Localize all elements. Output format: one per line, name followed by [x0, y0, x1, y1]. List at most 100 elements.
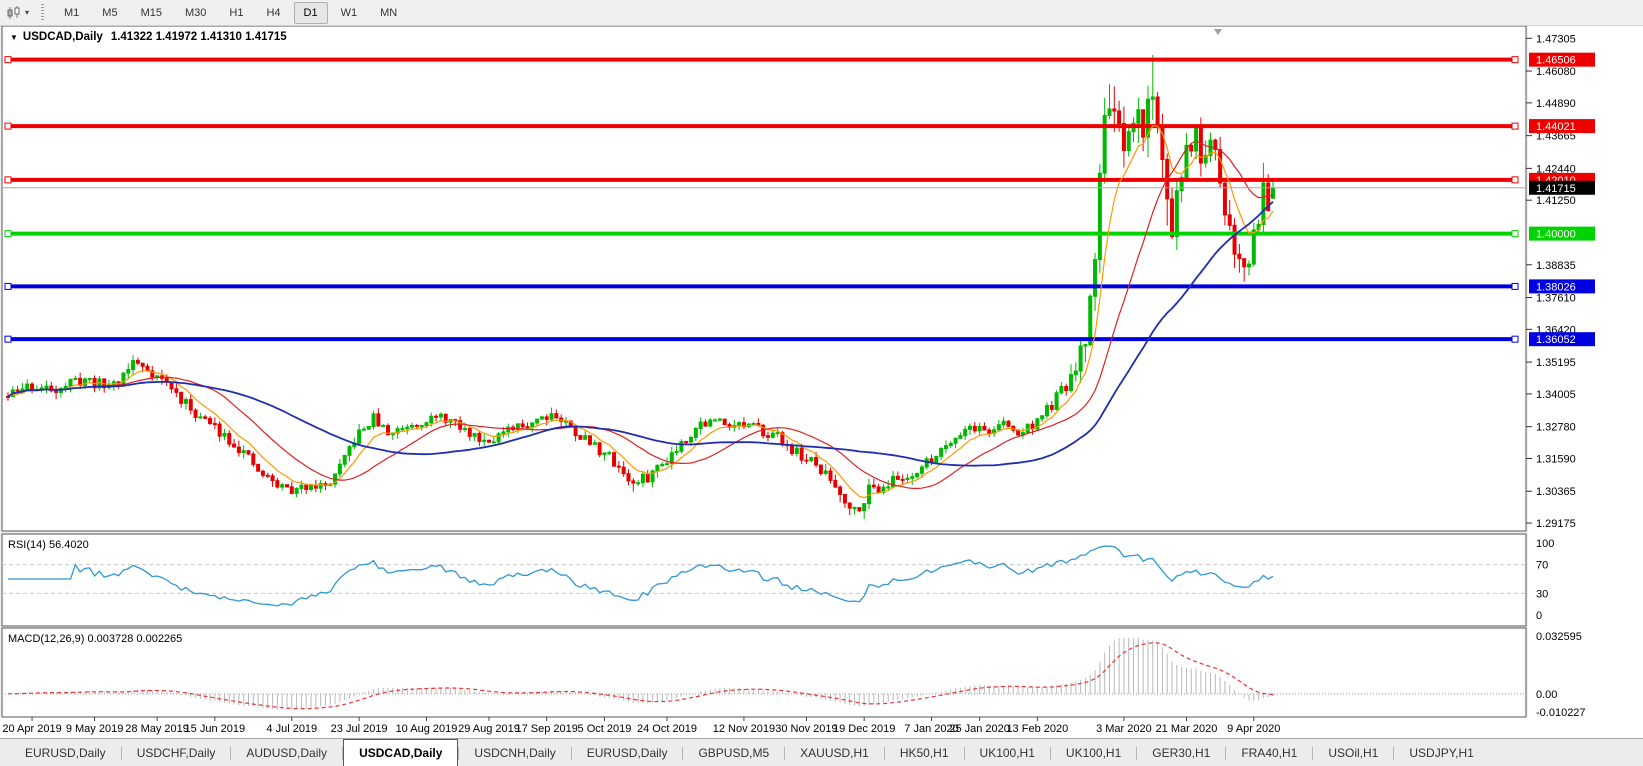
candle	[438, 413, 443, 418]
level-handle[interactable]	[4, 230, 12, 238]
chart-tab-uk100-h1[interactable]: UK100,H1	[979, 746, 1035, 760]
candle	[1064, 386, 1069, 392]
candle	[366, 426, 371, 430]
candle	[381, 425, 386, 428]
candle	[188, 399, 193, 411]
timeframe-button-m15[interactable]: M15	[131, 2, 172, 24]
level-handle[interactable]	[4, 122, 12, 130]
tab-separator	[230, 746, 232, 760]
candle	[640, 473, 645, 484]
candle	[203, 416, 208, 419]
level-handle[interactable]	[1511, 176, 1519, 184]
candle	[208, 417, 213, 425]
candle	[496, 433, 501, 443]
level-handle[interactable]	[1511, 230, 1519, 238]
candle	[1006, 420, 1011, 427]
candle	[1141, 109, 1146, 138]
candle	[833, 479, 838, 488]
candle	[1150, 96, 1155, 100]
level-handle[interactable]	[1511, 282, 1519, 290]
chart-tab-ger30-h1[interactable]: GER30,H1	[1152, 746, 1211, 760]
candle	[491, 441, 496, 444]
candle	[337, 463, 342, 475]
candle	[987, 429, 992, 434]
candle	[1016, 429, 1021, 436]
price-axis[interactable]: 1.47305 1.46080 1.44890 1.43665 1.42440 1.412…	[1526, 33, 1576, 530]
level-handle[interactable]	[1511, 122, 1519, 130]
candle	[400, 428, 405, 431]
level-handle[interactable]	[4, 282, 12, 290]
date-tick-label: 19 Dec 2019	[833, 723, 895, 735]
candle	[895, 475, 900, 480]
candle	[765, 435, 770, 438]
chart-tab-uk100-h1[interactable]: UK100,H1	[1065, 746, 1122, 760]
candle	[44, 385, 49, 389]
candle	[862, 503, 867, 512]
level-handle[interactable]	[4, 56, 12, 64]
chart-tab-audusd-daily[interactable]: AUDUSD,Daily	[246, 746, 328, 760]
level-handle[interactable]	[4, 335, 12, 343]
candle	[1044, 405, 1049, 417]
candle	[900, 478, 905, 481]
timeframe-button-m1[interactable]: M1	[54, 2, 89, 24]
candle	[54, 390, 59, 393]
candle	[361, 428, 366, 431]
chart-tab-usdjpy-h1[interactable]: USDJPY,H1	[1409, 746, 1474, 760]
chart-tab-eurusd-daily[interactable]: EURUSD,Daily	[586, 746, 668, 760]
chart-tab-usdcnh-daily[interactable]: USDCNH,Daily	[474, 746, 556, 760]
candle	[886, 486, 891, 489]
tab-separator	[1049, 746, 1051, 760]
dropdown-caret-icon: ▾	[25, 8, 30, 17]
timeframe-button-w1[interactable]: W1	[331, 2, 368, 24]
timeframe-button-m30[interactable]: M30	[175, 2, 216, 24]
level-handle[interactable]	[1511, 335, 1519, 343]
candle	[1001, 420, 1006, 426]
candle	[217, 423, 222, 437]
candle	[265, 474, 270, 477]
candle	[472, 432, 477, 437]
candle	[1117, 110, 1122, 125]
candle	[737, 422, 742, 427]
timeframe-button-d1[interactable]: D1	[293, 1, 328, 24]
timeframe-button-h1[interactable]: H1	[219, 2, 253, 24]
candle	[241, 450, 246, 454]
timeframe-button-m5[interactable]: M5	[92, 2, 127, 24]
candle	[804, 459, 809, 462]
candle	[458, 420, 463, 430]
chart-tab-fra40-h1[interactable]: FRA40,H1	[1241, 746, 1298, 760]
candle	[174, 388, 179, 393]
candle	[169, 381, 174, 390]
current-price	[2, 29, 1526, 189]
level-handle[interactable]	[1511, 56, 1519, 64]
date-tick-label: 3 Mar 2020	[1096, 723, 1152, 735]
candle	[443, 413, 448, 423]
level-handle[interactable]	[4, 176, 12, 184]
chart-tab-gbpusd-m5[interactable]: GBPUSD,M5	[698, 746, 770, 760]
timeframe-button-h4[interactable]: H4	[256, 2, 290, 24]
chart-tab-usdchf-daily[interactable]: USDCHF,Daily	[136, 746, 216, 760]
chart-tab-eurusd-daily[interactable]: EURUSD,Daily	[25, 746, 106, 760]
chart-tab-usoil-h1[interactable]: USOil,H1	[1328, 746, 1379, 760]
candle	[972, 425, 977, 432]
tab-separator	[1312, 746, 1314, 760]
candle	[717, 418, 722, 421]
candle	[477, 432, 482, 442]
toolbar-grip[interactable]	[41, 3, 45, 22]
date-tick-label: 12 Nov 2019	[713, 723, 775, 735]
candle	[602, 452, 607, 456]
level-lines	[4, 56, 1519, 343]
chart-tab-usdcad-daily[interactable]: USDCAD,Daily	[343, 739, 459, 766]
chart-tab-xauusd-h1[interactable]: XAUUSD,H1	[800, 746, 869, 760]
chart-title: ▼ USDCAD,Daily 1.41322 1.41972 1.41310 1.4…	[10, 31, 287, 43]
candle	[1049, 405, 1054, 410]
candle	[708, 419, 713, 427]
candle	[968, 425, 972, 430]
chart-tab-hk50-h1[interactable]: HK50,H1	[899, 746, 949, 760]
candle	[1145, 98, 1150, 138]
timeframe-button-mn[interactable]: MN	[370, 2, 407, 24]
candle	[770, 432, 775, 438]
candle	[126, 369, 131, 374]
chart-style-icon[interactable]: ▾	[0, 3, 33, 23]
